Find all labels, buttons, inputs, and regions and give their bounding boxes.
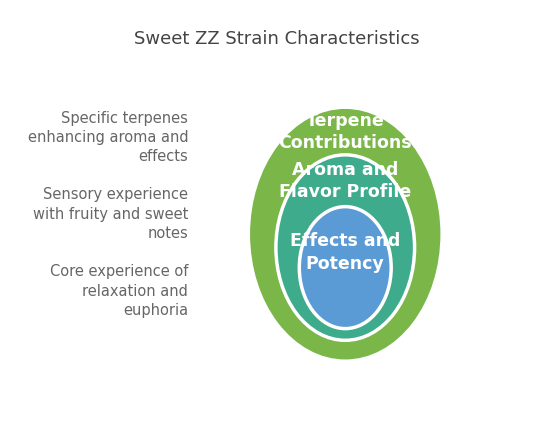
Text: Terpene
Contributions: Terpene Contributions [278,112,412,152]
Ellipse shape [299,207,391,329]
Text: Aroma and
Flavor Profile: Aroma and Flavor Profile [279,161,411,201]
Text: Sensory experience
with fruity and sweet
notes: Sensory experience with fruity and sweet… [33,187,188,241]
Text: Specific terpenes
enhancing aroma and
effects: Specific terpenes enhancing aroma and ef… [28,111,188,164]
Text: Effects and
Potency: Effects and Potency [290,233,400,273]
Text: Core experience of
relaxation and
euphoria: Core experience of relaxation and euphor… [50,264,188,318]
Ellipse shape [276,155,415,340]
Text: Sweet ZZ Strain Characteristics: Sweet ZZ Strain Characteristics [134,30,419,48]
Ellipse shape [248,107,442,361]
